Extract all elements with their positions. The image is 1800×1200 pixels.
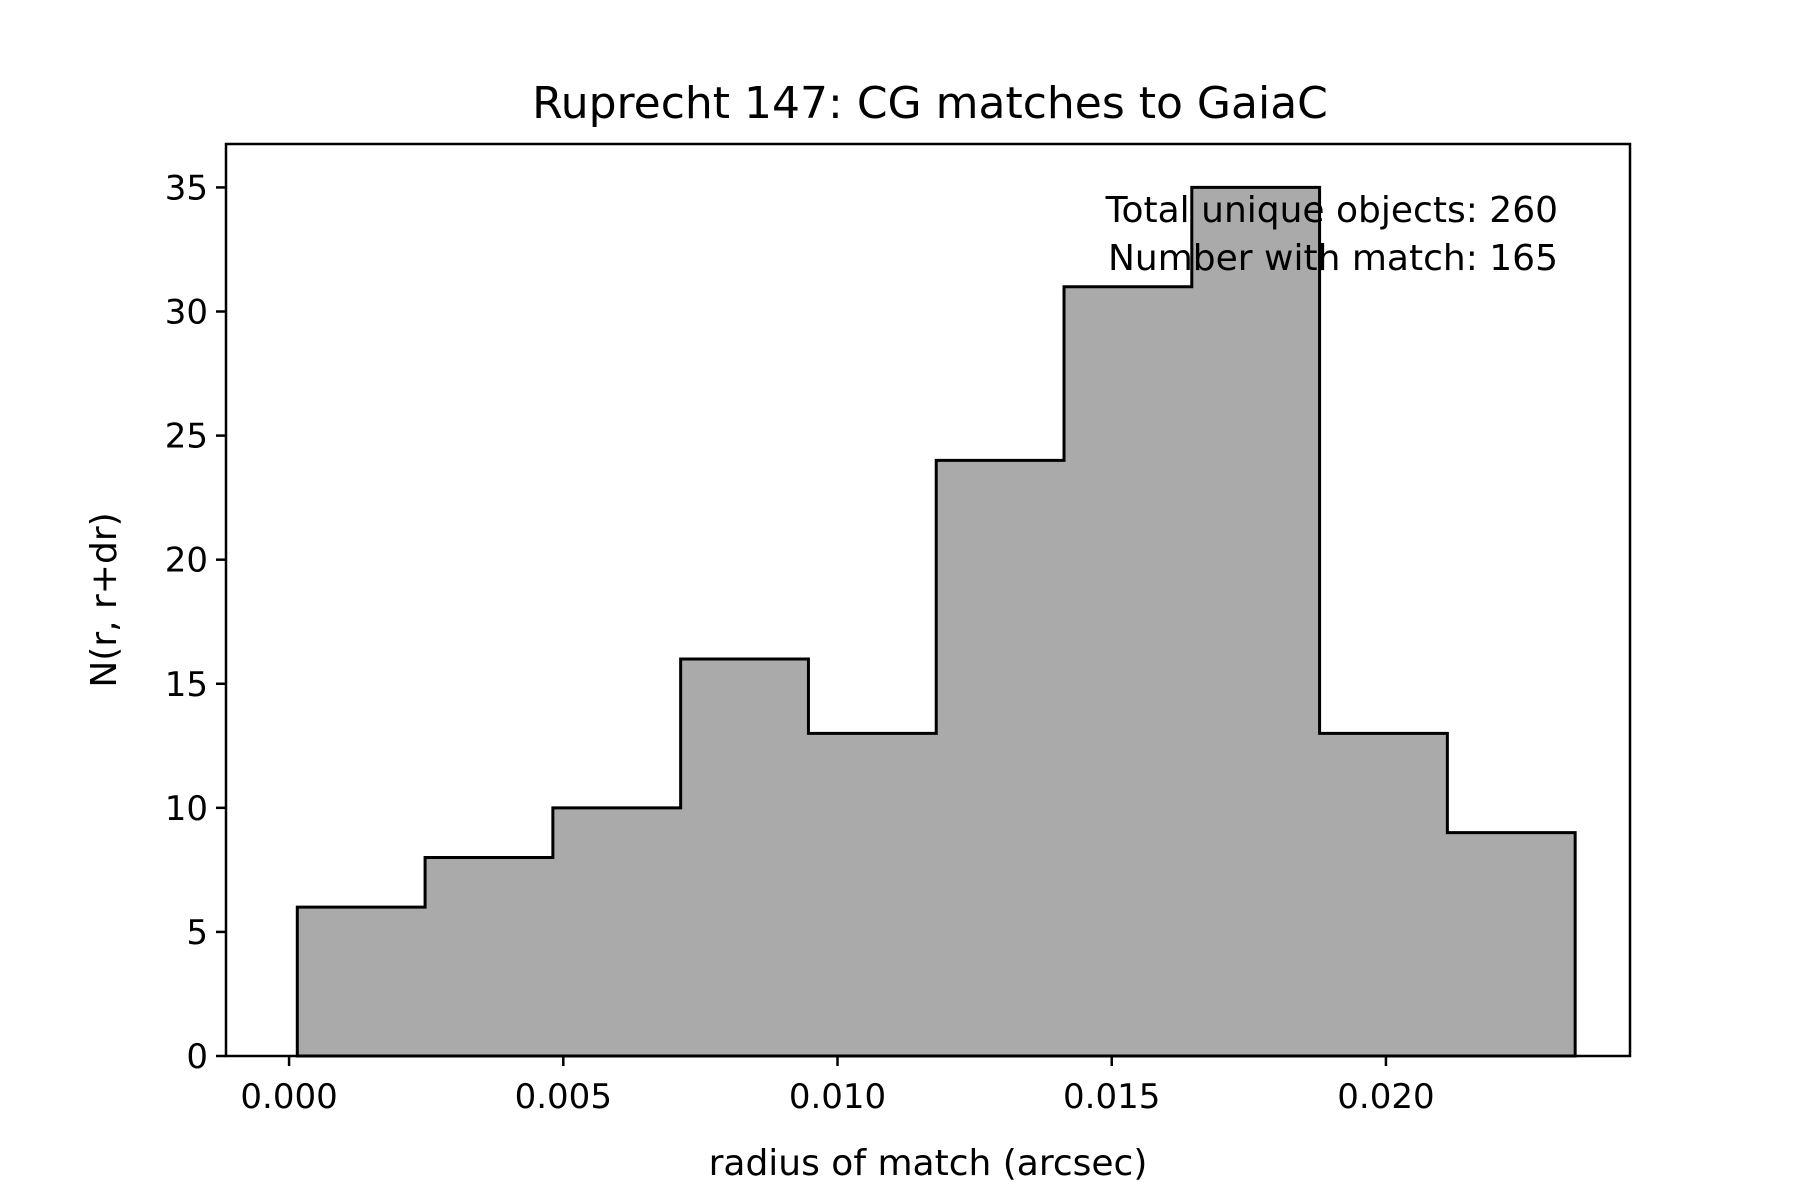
x-axis-ticks: 0.000 0.005 0.010 0.015 0.020 — [240, 1056, 1435, 1117]
y-tick-label: 15 — [165, 665, 208, 705]
x-tick-label: 0.020 — [1337, 1077, 1434, 1117]
histogram-bars — [297, 187, 1576, 1057]
plot-area-frame — [224, 142, 1632, 1058]
chart-title: Ruprecht 147: CG matches to GaiaC — [532, 78, 1328, 129]
x-tick-label: 0.000 — [240, 1077, 337, 1117]
annotation-number-matched: Number with match: 165 — [1108, 238, 1558, 279]
y-tick-label: 30 — [165, 293, 208, 333]
histogram-bar — [425, 857, 554, 1056]
x-tick-label: 0.010 — [789, 1077, 886, 1117]
y-tick-label: 0 — [186, 1037, 208, 1077]
y-tick-label: 5 — [186, 913, 208, 953]
histogram-bar — [1064, 286, 1193, 1057]
histogram-bar — [297, 907, 426, 1056]
x-axis-label: radius of match (arcsec) — [709, 1143, 1148, 1184]
y-tick-label: 10 — [165, 789, 208, 829]
histogram-bar — [1191, 187, 1321, 1056]
histogram-bar — [680, 658, 810, 1056]
y-axis-ticks: 0 5 10 15 20 25 30 35 — [165, 168, 226, 1077]
annotation-total-objects: Total unique objects: 260 — [1105, 190, 1558, 231]
y-tick-label: 20 — [165, 541, 208, 581]
x-tick-label: 0.005 — [515, 1077, 612, 1117]
histogram-bar — [936, 460, 1065, 1056]
histogram-bar — [1447, 832, 1576, 1056]
y-axis-label: N(r, r+dr) — [84, 512, 125, 687]
y-tick-label: 25 — [165, 417, 208, 457]
histogram-step-outline — [295, 185, 1577, 1058]
histogram-bar — [552, 807, 682, 1056]
histogram-bar — [808, 733, 937, 1056]
histogram-bar — [1319, 733, 1448, 1056]
x-tick-label: 0.015 — [1063, 1077, 1160, 1117]
y-tick-label: 35 — [165, 168, 208, 208]
